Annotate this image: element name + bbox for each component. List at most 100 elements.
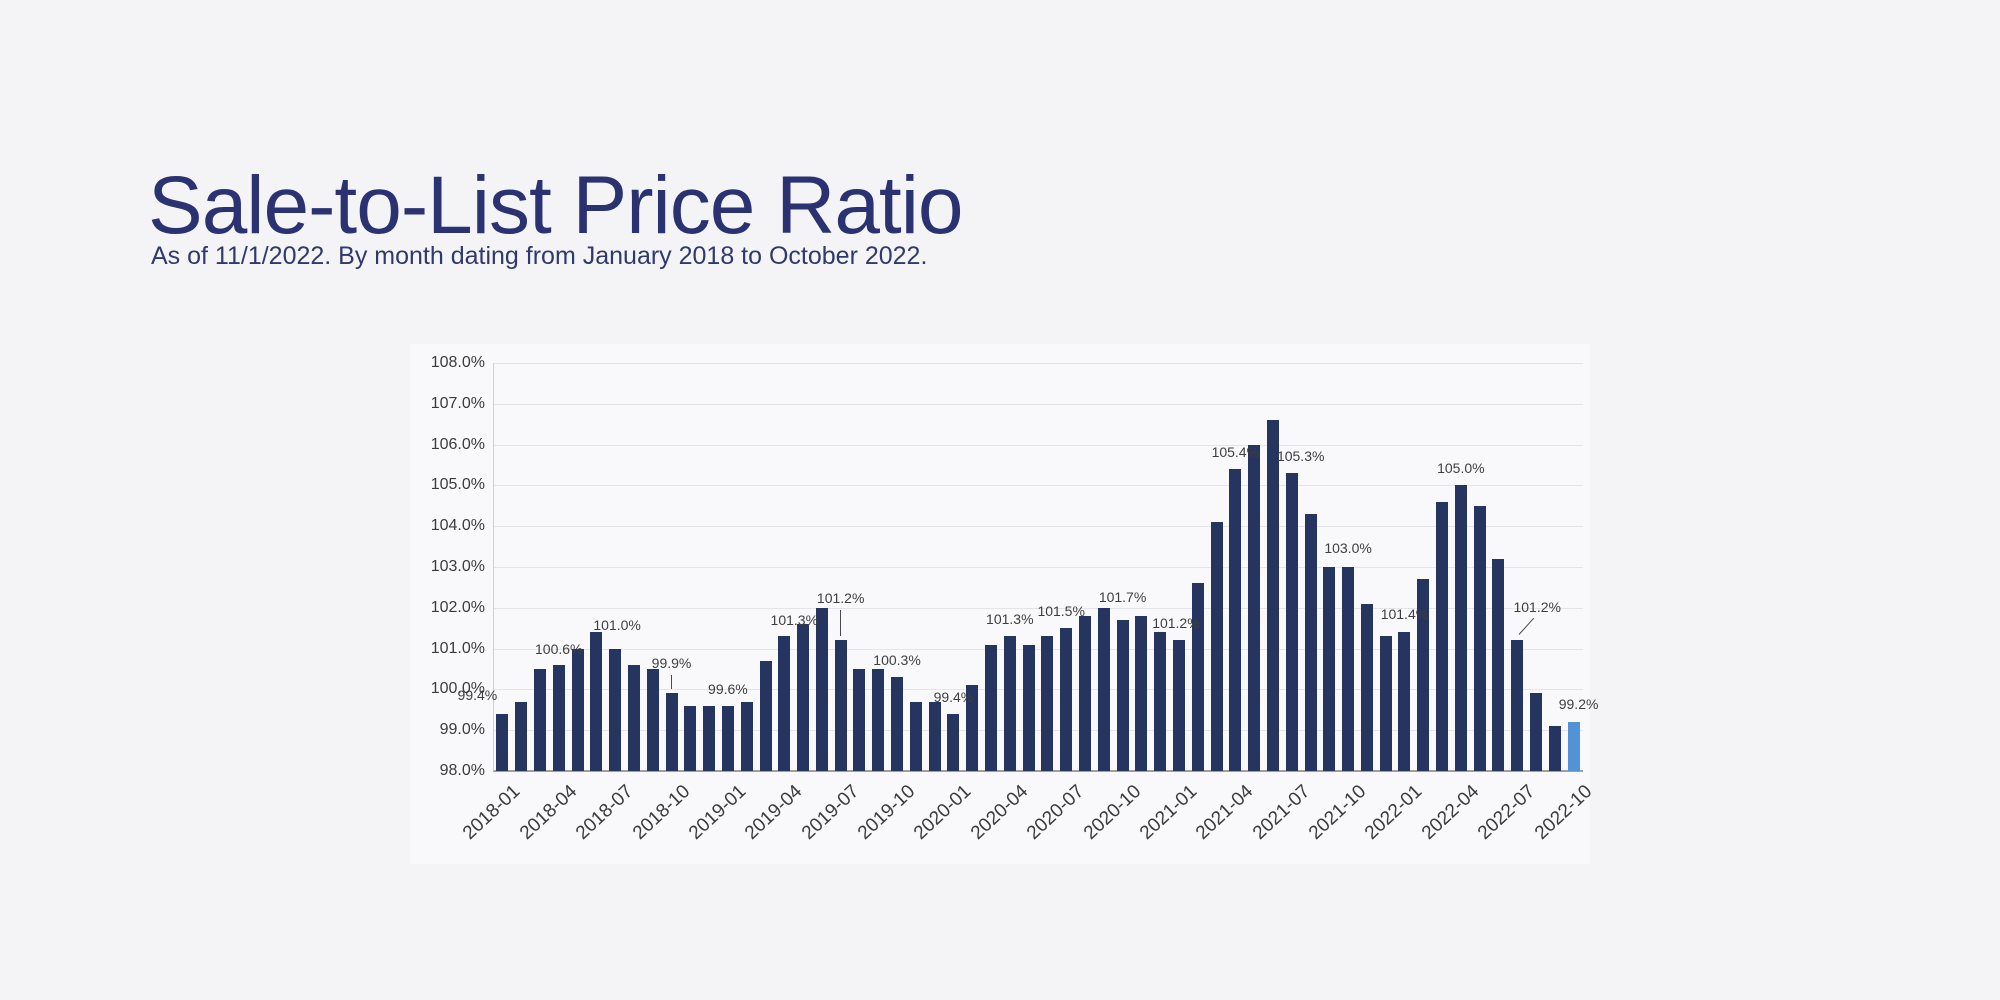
bar-2022-01 (1398, 632, 1411, 771)
gridline-103 (493, 567, 1583, 568)
bar-2022-02 (1417, 579, 1430, 771)
bar-2020-01 (947, 713, 960, 771)
bar-2021-12 (1379, 636, 1392, 771)
y-tick-101.0%: 101.0% (430, 639, 485, 657)
bar-2020-08 (1078, 615, 1091, 771)
bar-2022-07 (1511, 640, 1524, 771)
bar-label-2020-10: 101.7% (1098, 589, 1147, 606)
bar-2018-07 (609, 648, 622, 771)
bar-label-2019-01: 99.6% (708, 680, 748, 697)
bar-2018-08 (627, 664, 640, 771)
gridline-100 (493, 689, 1583, 691)
x-tick-2019-04: 2019-04 (741, 781, 807, 844)
bar-2021-09 (1323, 567, 1336, 771)
bar-2021-06 (1266, 420, 1279, 771)
bar-label-2018-01: 99.4% (457, 686, 498, 703)
y-tick-107.0%: 107.0% (430, 394, 485, 412)
bar-label-2022-01: 101.4% (1380, 606, 1429, 623)
bar-2020-02 (966, 685, 979, 771)
gridline-104 (493, 526, 1583, 528)
y-tick-106.0%: 106.0% (430, 435, 485, 453)
bar-2021-01 (1172, 640, 1185, 771)
bar-2019-05 (797, 624, 810, 771)
y-tick-98.0%: 98.0% (439, 762, 485, 779)
bar-2020-12 (1154, 632, 1167, 771)
bar-label-2022-04: 105.0% (1437, 460, 1485, 477)
bar-label-2019-07: 101.2% (816, 590, 865, 607)
bar-label-2018-07: 101.0% (593, 616, 641, 633)
bar-2019-09 (872, 669, 885, 771)
bar-label-2020-01: 99.4% (933, 688, 974, 705)
bar-2020-07 (1060, 628, 1073, 771)
bar-2021-04 (1229, 469, 1242, 771)
leader-line-2022-07 (1518, 618, 1535, 636)
bar-2018-01 (496, 713, 509, 771)
bar-2018-03 (533, 669, 546, 771)
x-tick-2022-10: 2022-10 (1530, 781, 1596, 844)
x-tick-2022-07: 2022-07 (1474, 781, 1540, 844)
bar-2019-07 (834, 640, 847, 771)
bar-2020-11 (1135, 615, 1148, 771)
bar-2020-04 (1003, 636, 1016, 771)
plot-area: 98.0% 99.0% 100.0% 101.0% 102.0% 103.0% 104.0%… (431, 354, 1599, 844)
bar-label-2018-10: 99.9% (651, 655, 692, 672)
bar-2020-09 (1097, 607, 1110, 771)
x-axis-line (493, 770, 1583, 772)
sale-to-list-bar-chart: 98.0% 99.0% 100.0% 101.0% 102.0% 103.0% 104.0%… (410, 344, 1599, 864)
bar-label-2021-01: 101.2% (1152, 615, 1200, 632)
y-tick-104.0%: 104.0% (430, 517, 485, 535)
bar-2021-02 (1191, 583, 1204, 771)
leader-line-2019-07 (840, 610, 842, 637)
y-tick-100.0%: 100.0% (430, 680, 485, 698)
bar-2022-08 (1530, 693, 1543, 771)
bar-2018-09 (646, 669, 659, 771)
y-axis-line (493, 363, 494, 771)
bar-2021-07 (1285, 473, 1298, 771)
bar-2019-02 (740, 701, 753, 771)
bar-label-2021-07: 105.3% (1276, 448, 1325, 465)
bar-2019-01 (721, 705, 734, 771)
bar-2019-04 (778, 636, 791, 771)
bar-2022-05 (1473, 505, 1486, 771)
bar-2019-06 (815, 607, 828, 771)
bar-2021-10 (1342, 567, 1355, 771)
bar-2019-12 (928, 701, 941, 771)
leader-line-2018-10 (671, 675, 673, 690)
bar-2018-04 (552, 664, 565, 771)
bar-label-2019-10: 100.3% (873, 652, 921, 669)
bar-2022-09 (1548, 726, 1561, 771)
gridline-101 (493, 648, 1583, 650)
bar-2021-08 (1304, 513, 1317, 771)
bar-label-2019-04: 101.3% (770, 612, 819, 629)
bar-2019-11 (909, 701, 922, 771)
y-tick-105.0%: 105.0% (430, 476, 485, 494)
bar-2022-03 (1436, 501, 1449, 771)
bar-2022-10 (1567, 722, 1580, 771)
bar-2020-05 (1022, 644, 1035, 771)
bar-2018-05 (571, 648, 584, 771)
bar-2018-10 (665, 693, 678, 771)
bar-2019-03 (759, 660, 772, 771)
bar-2021-03 (1210, 522, 1223, 771)
bar-label-2021-10: 103.0% (1324, 540, 1372, 556)
y-tick-103.0%: 103.0% (430, 558, 485, 575)
bar-2019-08 (853, 669, 866, 771)
bar-2018-11 (684, 705, 697, 771)
bar-label-2018-04: 100.6% (535, 640, 583, 657)
x-tick-2018-07: 2018-07 (572, 781, 638, 844)
y-tick-102.0%: 102.0% (430, 598, 485, 616)
gridline-106 (493, 444, 1583, 446)
bar-2018-12 (703, 705, 716, 771)
bar-label-2020-07: 101.5% (1037, 603, 1085, 620)
bar-2020-06 (1041, 636, 1054, 771)
page-title: Sale-to-List Price Ratio (148, 159, 964, 251)
gridline-107 (493, 403, 1583, 405)
bar-2021-05 (1248, 444, 1261, 771)
y-tick-108.0%: 108.0% (430, 354, 485, 371)
bar-label-2020-04: 101.3% (986, 611, 1034, 628)
bar-2020-10 (1116, 620, 1129, 771)
bar-label-2022-07: 101.2% (1513, 599, 1561, 616)
page-subtitle: As of 11/1/2022. By month dating from Ja… (151, 242, 928, 270)
gridline-108 (493, 363, 1583, 364)
